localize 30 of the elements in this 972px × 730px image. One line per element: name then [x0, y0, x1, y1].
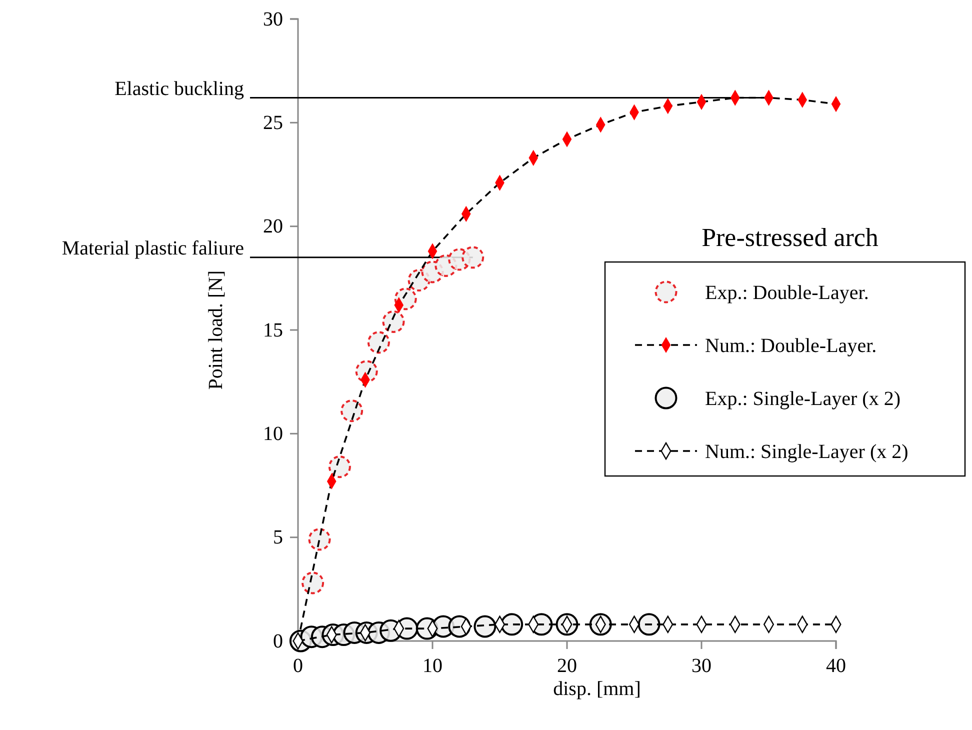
annotation: Elastic buckling [114, 78, 244, 100]
legend-label: Num.: Single-Layer (x 2) [705, 441, 908, 463]
point [367, 331, 390, 354]
x-tick-label: 20 [557, 655, 577, 677]
y-tick-label: 15 [263, 319, 283, 342]
x-axis-title: disp. [mm] [553, 678, 641, 700]
point [340, 400, 364, 422]
point [638, 613, 660, 636]
legend-label: Num.: Double-Layer. [705, 335, 877, 357]
point [328, 456, 351, 478]
legend-title: Pre-stressed arch [702, 223, 878, 252]
point [474, 615, 496, 638]
x-tick-label: 0 [293, 655, 303, 677]
legend-label: Exp.: Single-Layer (x 2) [705, 388, 900, 410]
x-tick-label: 40 [826, 655, 846, 677]
y-tick-label: 25 [263, 112, 283, 134]
y-tick-label: 0 [273, 630, 283, 652]
y-tick-label: 5 [273, 526, 283, 549]
y-tick-label: 20 [263, 216, 283, 238]
annotation: Material plastic faliure [62, 237, 244, 260]
x-tick-label: 30 [692, 655, 712, 677]
y-tick-label: 10 [263, 423, 283, 446]
point [382, 310, 405, 333]
legend-label: Exp.: Double-Layer. [705, 282, 869, 304]
point [462, 246, 484, 269]
point [308, 528, 331, 551]
x-tick-label: 10 [422, 655, 442, 677]
y-axis-title: Point load. [N] [205, 270, 227, 390]
point [302, 572, 324, 594]
y-tick-label: 30 [263, 8, 283, 30]
